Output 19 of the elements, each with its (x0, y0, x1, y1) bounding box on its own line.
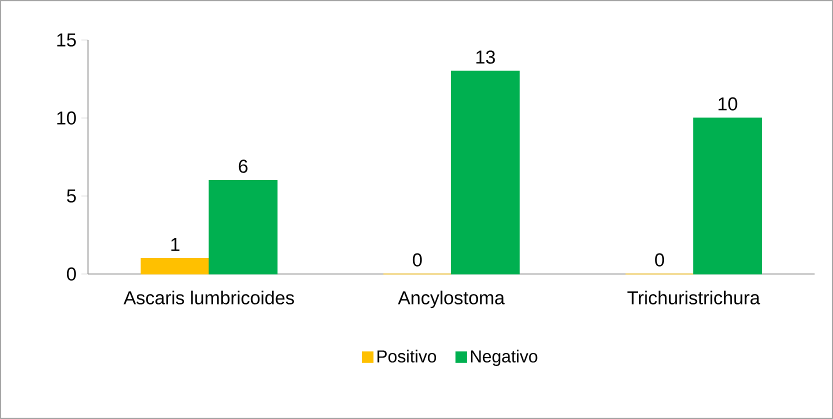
y-tick-label: 0 (66, 267, 76, 281)
legend-label: Negativo (471, 350, 538, 366)
y-tick-label: 5 (66, 189, 76, 203)
bar (693, 118, 762, 274)
data-label: 10 (718, 97, 738, 110)
data-label: 6 (238, 160, 248, 173)
data-label: 0 (412, 253, 422, 266)
y-tick-label: 10 (57, 111, 76, 125)
y-tick-label: 15 (57, 33, 76, 47)
data-label: 13 (476, 50, 495, 64)
data-label: 1 (171, 238, 180, 251)
bar (208, 180, 278, 274)
legend-label: Positivo (378, 350, 436, 363)
x-tick-label: Trichuristrichura (627, 290, 760, 304)
x-tick-label: Ancylostoma (398, 290, 505, 308)
bar (140, 258, 210, 274)
x-tick-label: Ascaris lumbricoides (124, 290, 294, 304)
bar (450, 70, 520, 274)
data-label: 0 (655, 253, 664, 266)
